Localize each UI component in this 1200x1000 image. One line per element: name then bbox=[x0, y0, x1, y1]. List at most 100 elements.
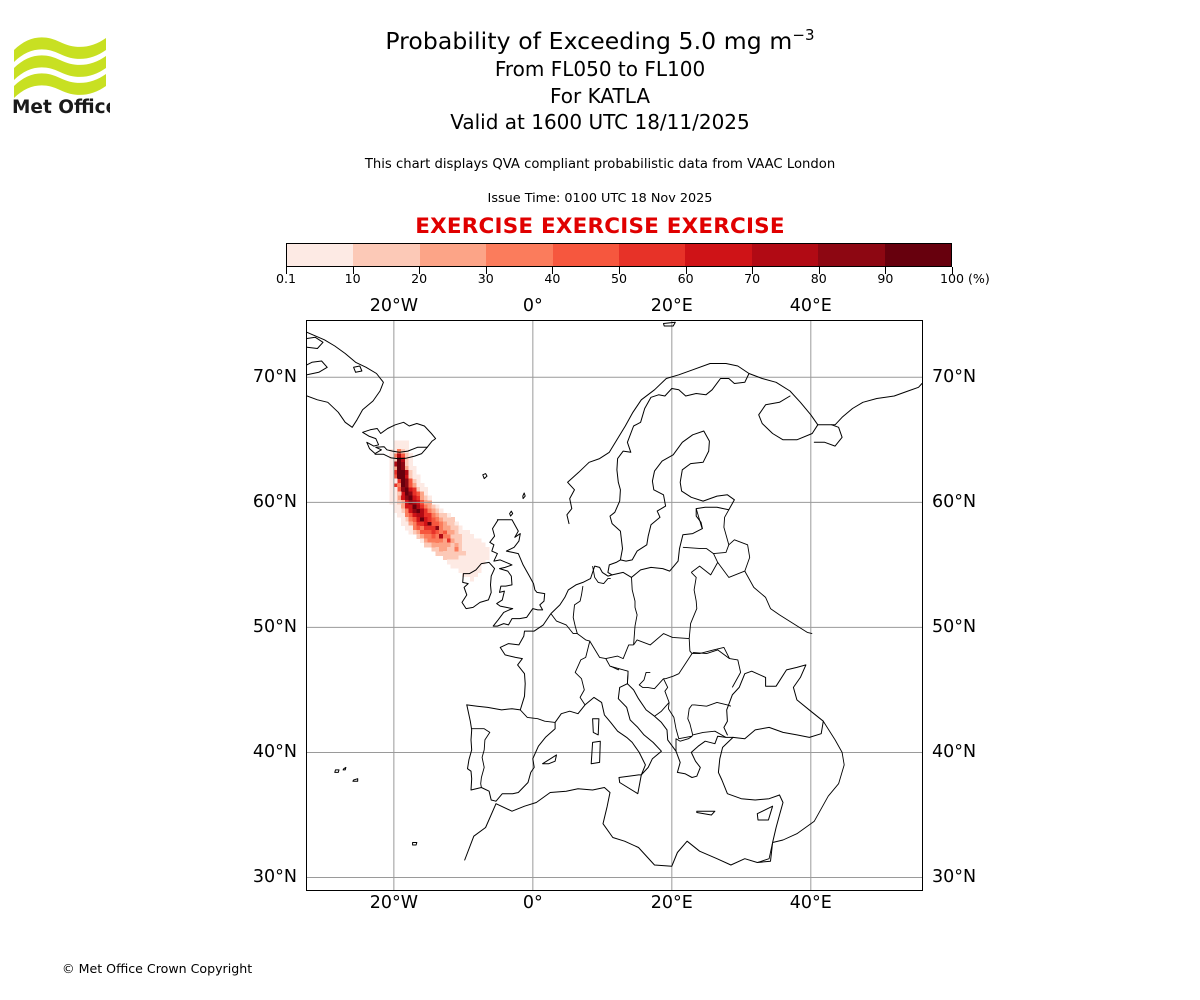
ash-cell bbox=[443, 542, 448, 548]
ash-cell bbox=[412, 529, 417, 535]
colorbar-band-3 bbox=[486, 244, 553, 266]
ash-cell bbox=[416, 521, 421, 527]
ash-cell bbox=[450, 538, 455, 544]
lon-label-bottom-1: 0° bbox=[522, 893, 543, 913]
ash-cell bbox=[462, 529, 467, 535]
ash-cell bbox=[469, 542, 475, 548]
ash-cell bbox=[400, 448, 406, 454]
ash-cell bbox=[397, 504, 402, 509]
ash-cell bbox=[408, 525, 413, 531]
ash-cell bbox=[397, 448, 402, 454]
coastline bbox=[696, 810, 716, 816]
ash-cell bbox=[397, 474, 402, 480]
ash-cell bbox=[450, 521, 455, 527]
ash-cell bbox=[450, 517, 455, 522]
ash-cell bbox=[458, 529, 463, 535]
country-border bbox=[663, 678, 694, 740]
ash-cell bbox=[454, 529, 459, 535]
ash-cell bbox=[412, 521, 417, 527]
ash-cell bbox=[397, 512, 402, 518]
coastline bbox=[817, 383, 922, 426]
title-volcano: For KATLA bbox=[550, 83, 650, 108]
ash-cell bbox=[439, 542, 444, 548]
colorbar-band-7 bbox=[751, 244, 819, 266]
ash-cell bbox=[408, 457, 413, 463]
ash-cell bbox=[423, 538, 429, 544]
ash-cell bbox=[458, 538, 463, 544]
coastline bbox=[307, 336, 324, 349]
lat-label-right-0: 70°N bbox=[932, 367, 977, 388]
colorbar-tick-label-6: 60 bbox=[677, 271, 694, 286]
ash-cell bbox=[416, 495, 421, 501]
lat-label-left-2: 50°N bbox=[252, 617, 297, 638]
lon-label-top-3: 40°E bbox=[789, 296, 832, 316]
ash-cell bbox=[446, 521, 452, 527]
coastline bbox=[522, 492, 526, 500]
ash-cell bbox=[439, 525, 444, 531]
ash-cell bbox=[393, 482, 398, 488]
ash-cell bbox=[485, 555, 490, 561]
ash-cell bbox=[431, 546, 436, 552]
ash-cell bbox=[420, 482, 425, 488]
ash-cell bbox=[420, 517, 425, 522]
ash-cell bbox=[435, 534, 440, 539]
colorbar-ticks bbox=[286, 267, 953, 274]
coastline bbox=[307, 331, 384, 428]
ash-cell bbox=[443, 551, 448, 556]
ash-cell bbox=[431, 542, 436, 548]
ash-cell bbox=[389, 491, 394, 497]
country-border bbox=[692, 730, 727, 738]
ash-cell bbox=[431, 517, 436, 522]
ash-cell bbox=[408, 470, 413, 475]
ash-cell bbox=[420, 538, 425, 544]
ash-cell bbox=[439, 551, 444, 556]
ash-cell bbox=[412, 495, 417, 501]
colorbar-tick-label-5: 50 bbox=[610, 271, 628, 286]
ash-cell bbox=[412, 478, 417, 484]
ash-cell bbox=[446, 538, 452, 544]
ash-cell bbox=[443, 534, 448, 539]
colorbar-tick-label-4: 40 bbox=[544, 271, 561, 286]
ash-cell bbox=[443, 525, 448, 531]
ash-cell bbox=[412, 487, 417, 492]
ash-cell bbox=[431, 512, 436, 518]
ash-cell bbox=[389, 478, 394, 484]
country-border bbox=[688, 572, 698, 639]
ash-cell bbox=[404, 474, 410, 480]
colorbar-tick-3 bbox=[485, 267, 487, 274]
ash-cell bbox=[404, 525, 410, 531]
country-border bbox=[692, 649, 730, 659]
ash-cell bbox=[400, 482, 406, 488]
country-border bbox=[550, 613, 591, 706]
ash-cell bbox=[458, 551, 463, 556]
colorbar-unit-label: (%) bbox=[968, 271, 990, 286]
ash-cell bbox=[408, 478, 413, 484]
ash-cell bbox=[423, 542, 429, 548]
ash-cell bbox=[389, 482, 394, 488]
coastline bbox=[466, 683, 734, 802]
ash-cell bbox=[454, 551, 459, 556]
lon-label-bottom-3: 40°E bbox=[789, 893, 832, 913]
ash-cell bbox=[431, 534, 436, 539]
ash-cell bbox=[462, 572, 467, 578]
country-border bbox=[592, 566, 611, 585]
colorbar-tick-6 bbox=[685, 267, 687, 274]
ash-cell bbox=[423, 525, 429, 531]
ash-cell bbox=[454, 546, 459, 552]
ash-cell bbox=[431, 529, 436, 535]
ash-cell bbox=[400, 444, 406, 450]
coastline bbox=[461, 561, 496, 610]
ash-cell bbox=[423, 529, 429, 535]
ash-cell bbox=[477, 546, 482, 552]
ash-cell bbox=[400, 478, 406, 484]
coastline bbox=[307, 360, 328, 376]
ash-cell bbox=[412, 504, 417, 509]
ash-cell bbox=[408, 461, 413, 467]
ash-cell bbox=[400, 453, 406, 458]
ash-cell bbox=[443, 521, 448, 527]
coastline bbox=[717, 736, 780, 801]
ash-cell bbox=[469, 551, 475, 556]
colorbar-tick-label-3: 30 bbox=[477, 271, 494, 286]
ash-cell bbox=[427, 529, 433, 535]
ash-cell bbox=[443, 512, 448, 518]
